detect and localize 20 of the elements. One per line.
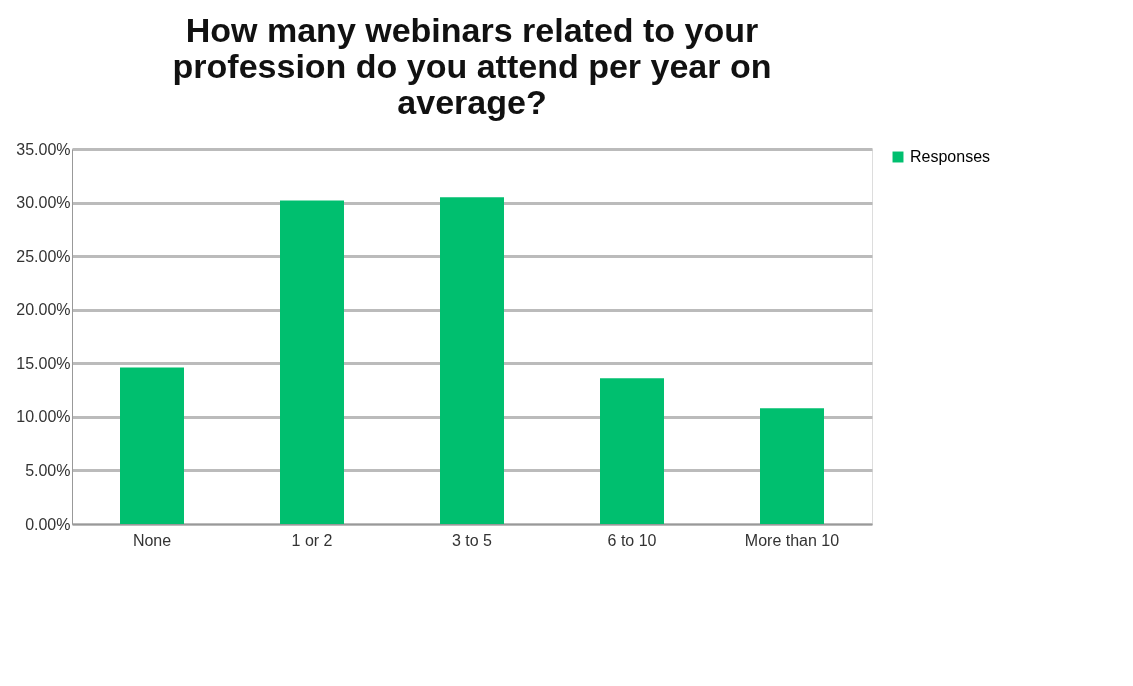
x-tick-label: 6 to 10 <box>607 531 657 549</box>
bar <box>280 200 344 524</box>
y-tick-label: 10.00% <box>16 408 71 426</box>
y-tick-label: 35.00% <box>16 140 71 158</box>
x-tick-label: None <box>132 531 172 549</box>
y-tick-label: 0.00% <box>25 515 71 533</box>
bar <box>760 408 824 524</box>
y-tick-label: 30.00% <box>16 194 71 212</box>
y-tick-label: 25.00% <box>16 247 71 265</box>
legend-label: Responses <box>910 148 991 165</box>
x-tick-label: 3 to 5 <box>451 531 493 549</box>
y-tick-label: 5.00% <box>25 461 71 479</box>
y-tick-label: 15.00% <box>16 354 71 372</box>
x-tick-label: More than 10 <box>744 531 840 549</box>
y-tick-label: 20.00% <box>16 301 71 319</box>
chart-title: How many webinars related to your profession do you attend per year on average? <box>172 11 772 121</box>
x-tick-label: 1 or 2 <box>291 531 333 549</box>
bar <box>440 197 504 524</box>
bar <box>120 367 184 524</box>
bar <box>600 378 664 524</box>
